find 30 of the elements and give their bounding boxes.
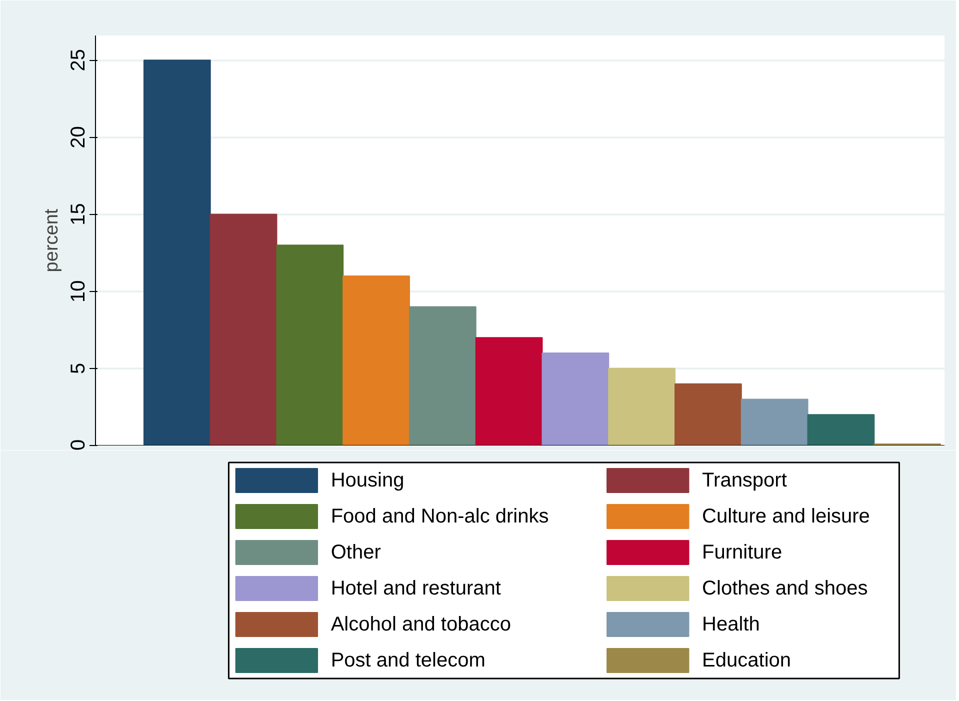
- bar: [475, 337, 543, 446]
- y-tick-label: 10: [68, 280, 90, 302]
- bar: [740, 398, 808, 446]
- bar: [143, 60, 211, 446]
- bar: [674, 383, 742, 446]
- legend-label: Hotel and resturant: [330, 578, 502, 600]
- bar: [210, 214, 278, 446]
- legend-label: Food and Non-alc drinks: [330, 506, 549, 528]
- y-tick-label: 25: [68, 49, 90, 72]
- bar: [807, 414, 875, 446]
- legend-label: Other: [330, 542, 382, 564]
- bar: [342, 275, 410, 446]
- y-tick-label: 20: [68, 126, 90, 148]
- y-tick-label: 0: [68, 439, 90, 450]
- legend-label: Post and telecom: [330, 650, 486, 672]
- y-axis-title: percent: [42, 208, 62, 272]
- y-tick-label: 15: [68, 203, 90, 226]
- legend-label: Education: [702, 650, 792, 672]
- legend-label: Health: [702, 614, 760, 636]
- legend-label: Clothes and shoes: [702, 578, 868, 600]
- legend-label: Furniture: [702, 542, 782, 564]
- legend-label: Alcohol and tobacco: [330, 614, 511, 636]
- legend-label: Housing: [330, 470, 404, 492]
- legend-label: Culture and leisure: [702, 506, 870, 528]
- bar: [608, 368, 676, 446]
- bar: [408, 306, 476, 446]
- bar: [542, 352, 610, 446]
- bar: [276, 244, 344, 446]
- y-tick-label: 5: [68, 362, 90, 374]
- legend-label: Transport: [702, 470, 788, 492]
